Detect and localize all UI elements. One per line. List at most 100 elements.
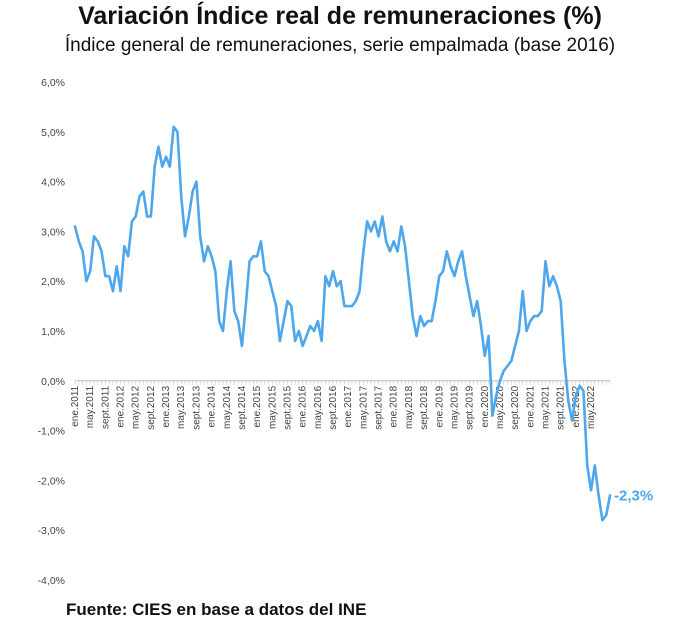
data-point <box>563 360 566 363</box>
data-point <box>510 360 513 363</box>
data-point <box>373 220 376 223</box>
x-tick-label: ene.2018 <box>389 385 400 427</box>
data-point <box>138 195 141 198</box>
data-point <box>180 195 183 198</box>
data-point <box>328 285 331 288</box>
x-tick-label: sept.2016 <box>328 385 339 429</box>
data-point <box>89 270 92 273</box>
data-point <box>210 255 213 258</box>
data-point <box>453 275 456 278</box>
series-line <box>73 125 612 522</box>
data-point <box>142 190 145 193</box>
data-point <box>203 260 206 263</box>
x-tick-label: may.2017 <box>358 385 369 429</box>
data-point <box>108 275 111 278</box>
data-point <box>267 275 270 278</box>
data-point <box>400 225 403 228</box>
data-point <box>279 340 282 343</box>
x-tick-label: sept.2012 <box>146 385 157 429</box>
x-tick-label: ene.2012 <box>116 385 127 427</box>
data-point <box>195 180 198 183</box>
x-tick-label: ene.2022 <box>571 385 582 427</box>
data-point <box>529 320 532 323</box>
data-point <box>594 464 597 467</box>
data-point <box>93 235 96 238</box>
data-point <box>271 290 274 293</box>
x-tick-label: ene.2016 <box>298 385 309 427</box>
x-tick-label: may.2011 <box>85 385 96 428</box>
data-point <box>207 245 210 248</box>
data-point <box>480 325 483 328</box>
data-point <box>521 290 524 293</box>
data-point <box>100 250 103 253</box>
data-point <box>260 240 263 243</box>
x-tick-label: ene.2015 <box>252 385 263 427</box>
x-tick-label: may.2015 <box>267 385 278 429</box>
x-tick-label: sept.2020 <box>510 385 521 429</box>
source-note: Fuente: CIES en base a datos del INE <box>66 600 367 619</box>
data-point <box>320 340 323 343</box>
x-axis: ene.2011 may.2011 sept.2011 ene.2012 may.201… <box>70 380 611 430</box>
data-point <box>430 320 433 323</box>
data-point <box>392 240 395 243</box>
line-chart: 6,0% 5,0% 4,0% 3,0% 2,0% 1,0% 0,0% -1,0% -2,0% -3… <box>38 77 654 587</box>
y-tick-label: 5,0% <box>41 127 65 139</box>
data-point <box>282 320 285 323</box>
data-point <box>514 345 517 348</box>
data-point <box>85 280 88 283</box>
data-point <box>286 300 289 303</box>
data-point <box>556 285 559 288</box>
data-point <box>343 305 346 308</box>
data-point <box>575 394 578 397</box>
y-tick-label: -4,0% <box>38 575 65 587</box>
data-point <box>559 300 562 303</box>
data-point <box>188 215 191 218</box>
data-point <box>525 330 528 333</box>
data-point <box>370 230 373 233</box>
data-point <box>313 330 316 333</box>
data-point <box>461 250 464 253</box>
data-point <box>358 290 361 293</box>
data-point <box>586 464 589 467</box>
data-point <box>241 345 244 348</box>
data-point <box>567 399 570 402</box>
data-point <box>237 320 240 323</box>
y-tick-label: 2,0% <box>41 276 65 288</box>
data-point <box>134 215 137 218</box>
y-tick-label: -3,0% <box>38 525 65 537</box>
data-point <box>184 235 187 238</box>
data-point <box>415 335 418 338</box>
data-point <box>81 250 84 253</box>
data-point <box>305 335 308 338</box>
x-tick-label: sept.2015 <box>282 385 293 429</box>
x-tick-label: ene.2019 <box>434 385 445 427</box>
data-point <box>491 414 494 417</box>
x-tick-label: ene.2021 <box>525 385 536 427</box>
x-tick-label: ene.2014 <box>207 385 218 427</box>
x-tick-label: may.2018 <box>404 385 415 429</box>
data-point <box>487 335 490 338</box>
data-point <box>222 330 225 333</box>
chart-subtitle: Índice general de remuneraciones, serie … <box>64 35 616 56</box>
data-point <box>336 285 339 288</box>
y-tick-label: 3,0% <box>41 226 65 238</box>
data-point <box>362 250 365 253</box>
x-tick-label: may.2020 <box>495 385 506 429</box>
data-point <box>112 290 115 293</box>
data-point <box>115 265 118 268</box>
x-tick-label: sept.2013 <box>191 385 202 429</box>
data-point <box>176 131 179 134</box>
data-point <box>146 215 149 218</box>
data-point <box>77 240 80 243</box>
x-tick-label: sept.2018 <box>419 385 430 429</box>
y-axis: 6,0% 5,0% 4,0% 3,0% 2,0% 1,0% 0,0% -1,0% -2,0% -3… <box>38 77 65 587</box>
data-point <box>229 260 232 263</box>
data-point <box>605 514 608 517</box>
data-point <box>427 320 430 323</box>
data-point <box>275 305 278 308</box>
data-point <box>540 310 543 313</box>
data-point <box>423 325 426 328</box>
chart-title: Variación Índice real de remuneraciones … <box>78 2 602 30</box>
data-point <box>119 290 122 293</box>
data-point <box>483 355 486 358</box>
